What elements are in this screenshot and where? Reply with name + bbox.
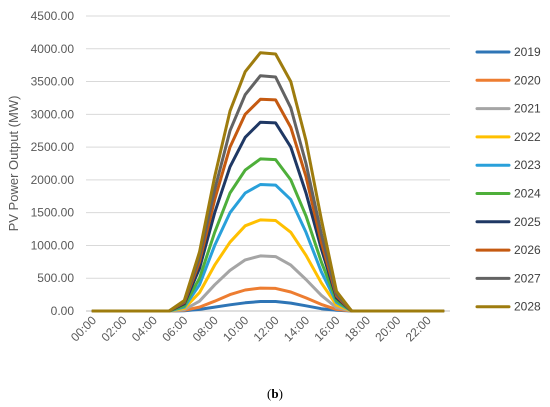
x-tick-label: 22:00 (403, 313, 434, 344)
legend-label: 2025 (514, 215, 541, 229)
y-tick-label: 2500.00 (31, 140, 75, 154)
x-tick-label: 04:00 (129, 313, 160, 344)
legend-label: 2020 (514, 73, 541, 87)
x-tick-label: 16:00 (311, 313, 342, 344)
legend: 2019 2020 2021 2022 2023 2024 2025 2026 2027 2028 (475, 45, 541, 314)
y-tick-label: 500.00 (37, 271, 74, 285)
x-tick-label: 12:00 (251, 313, 282, 344)
y-tick-label: 0.00 (51, 304, 75, 318)
legend-label: 2024 (514, 187, 541, 201)
gridlines (86, 15, 450, 312)
legend-label: 2023 (514, 158, 541, 172)
series-line-2028 (91, 51, 445, 313)
x-tick-label: 14:00 (281, 313, 312, 344)
series-line-2026 (91, 97, 445, 313)
y-tick-label: 3500.00 (31, 75, 75, 89)
x-tick-label: 06:00 (159, 313, 190, 344)
legend-label: 2021 (514, 102, 541, 116)
series-line-2027 (91, 74, 445, 313)
legend-label: 2019 (514, 45, 541, 59)
y-tick-label: 4000.00 (31, 42, 75, 56)
series-line-2020 (91, 286, 445, 313)
x-tick-label: 18:00 (342, 313, 373, 344)
y-axis-label: PV Power Output (MW) (6, 96, 21, 232)
y-axis-ticks: 0.00 500.00 1000.00 1500.00 2000.00 2500.00 30… (31, 9, 75, 318)
series-lines (91, 51, 445, 313)
figure-caption: (b) (267, 386, 283, 401)
y-tick-label: 4500.00 (31, 9, 75, 23)
legend-label: 2022 (514, 130, 541, 144)
y-tick-label: 1000.00 (31, 238, 75, 252)
y-tick-label: 2000.00 (31, 173, 75, 187)
legend-label: 2026 (514, 243, 541, 257)
x-tick-label: 08:00 (190, 313, 221, 344)
caption-letter: b (271, 386, 279, 401)
x-tick-label: 02:00 (98, 313, 129, 344)
legend-label: 2028 (514, 300, 541, 314)
series-line-2022 (91, 218, 445, 313)
x-tick-label: 10:00 (220, 313, 251, 344)
x-axis-ticks: 00:00 02:00 04:00 06:00 08:00 10:00 12:00 14:00… (68, 313, 434, 344)
series-line-2023 (91, 183, 445, 313)
legend-label: 2027 (514, 271, 541, 285)
x-tick-label: 20:00 (372, 313, 403, 344)
y-tick-label: 1500.00 (31, 206, 75, 220)
y-tick-label: 3000.00 (31, 107, 75, 121)
series-line-2025 (91, 120, 445, 313)
